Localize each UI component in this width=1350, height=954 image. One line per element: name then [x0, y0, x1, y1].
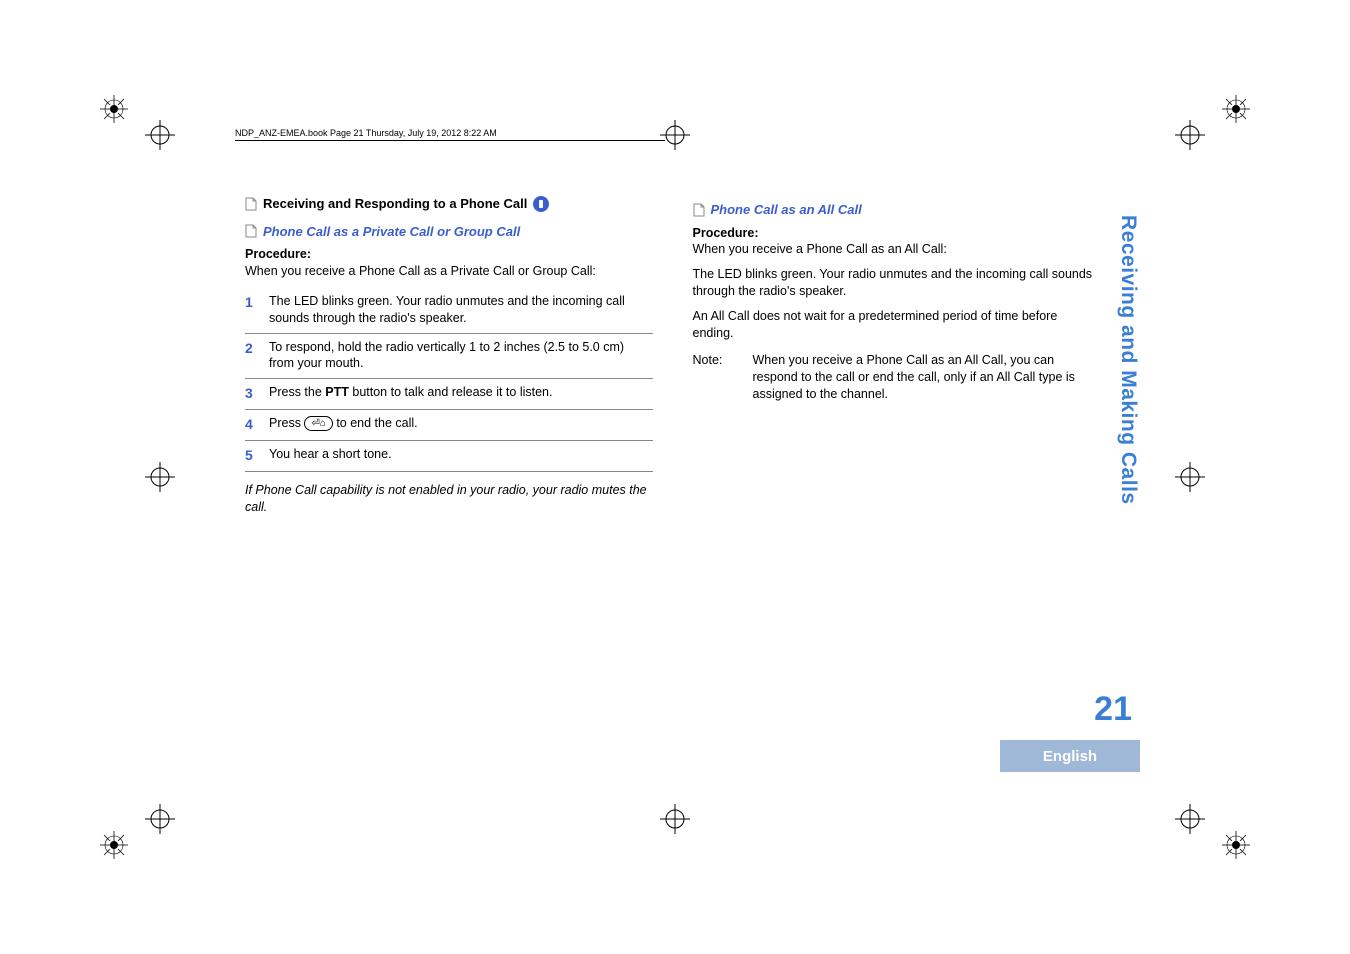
print-reg-tr	[1170, 115, 1210, 155]
print-reg-mb	[655, 799, 695, 839]
print-corner-br	[1222, 831, 1250, 859]
print-corner-bl	[100, 831, 128, 859]
procedure-label: Procedure:	[245, 246, 653, 263]
page-icon	[693, 203, 705, 217]
step-text: Press ⏎⌂ to end the call.	[269, 415, 653, 434]
step-text: The LED blinks green. Your radio unmutes…	[269, 293, 653, 327]
paragraph: An All Call does not wait for a predeter…	[693, 308, 1101, 342]
step-number: 5	[245, 446, 259, 465]
print-corner-tr	[1222, 95, 1250, 123]
print-reg-mt	[655, 115, 695, 155]
procedure-label: Procedure:	[693, 225, 1101, 242]
print-reg-bl	[140, 799, 180, 839]
note-block: Note: When you receive a Phone Call as a…	[693, 352, 1101, 403]
print-reg-mr	[1170, 457, 1210, 497]
paragraph: The LED blinks green. Your radio unmutes…	[693, 266, 1101, 300]
step-number: 4	[245, 415, 259, 434]
step-text: To respond, hold the radio vertically 1 …	[269, 339, 653, 373]
note-text: When you receive a Phone Call as an All …	[753, 352, 1101, 403]
subsection-heading: Phone Call as a Private Call or Group Ca…	[245, 223, 653, 241]
step-text: You hear a short tone.	[269, 446, 653, 465]
page-icon	[245, 224, 257, 238]
step-number: 2	[245, 339, 259, 373]
subsection-title: Phone Call as an All Call	[711, 201, 862, 219]
step-number: 3	[245, 384, 259, 403]
doc-header: NDP_ANZ-EMEA.book Page 21 Thursday, July…	[235, 128, 497, 138]
page-content: Receiving and Responding to a Phone Call…	[245, 195, 1140, 516]
right-column: Phone Call as an All Call Procedure: Whe…	[693, 195, 1141, 516]
subsection-heading: Phone Call as an All Call	[693, 201, 1101, 219]
print-reg-ml	[140, 457, 180, 497]
step-text: Press the PTT button to talk and release…	[269, 384, 653, 403]
subsection-title: Phone Call as a Private Call or Group Ca…	[263, 223, 520, 241]
step: 4 Press ⏎⌂ to end the call.	[245, 410, 653, 441]
phone-feature-icon	[533, 196, 549, 212]
note-label: Note:	[693, 352, 733, 403]
section-heading: Receiving and Responding to a Phone Call	[245, 195, 653, 213]
language-tab: English	[1000, 740, 1140, 772]
step: 3 Press the PTT button to talk and relea…	[245, 379, 653, 410]
procedure-intro: When you receive a Phone Call as a Priva…	[245, 263, 653, 280]
home-button-icon: ⏎⌂	[304, 416, 332, 431]
step: 2 To respond, hold the radio vertically …	[245, 334, 653, 380]
footnote: If Phone Call capability is not enabled …	[245, 482, 653, 516]
page-number: 21	[1094, 690, 1132, 729]
print-reg-tl	[140, 115, 180, 155]
step-number: 1	[245, 293, 259, 327]
section-title: Receiving and Responding to a Phone Call	[263, 195, 527, 213]
step: 1 The LED blinks green. Your radio unmut…	[245, 288, 653, 334]
doc-header-rule	[235, 140, 665, 141]
left-column: Receiving and Responding to a Phone Call…	[245, 195, 653, 516]
print-reg-br	[1170, 799, 1210, 839]
procedure-intro: When you receive a Phone Call as an All …	[693, 241, 1101, 258]
print-corner-tl	[100, 95, 128, 123]
chapter-tab: Receiving and Making Calls	[1108, 215, 1140, 525]
page-icon	[245, 197, 257, 211]
step: 5 You hear a short tone.	[245, 441, 653, 472]
